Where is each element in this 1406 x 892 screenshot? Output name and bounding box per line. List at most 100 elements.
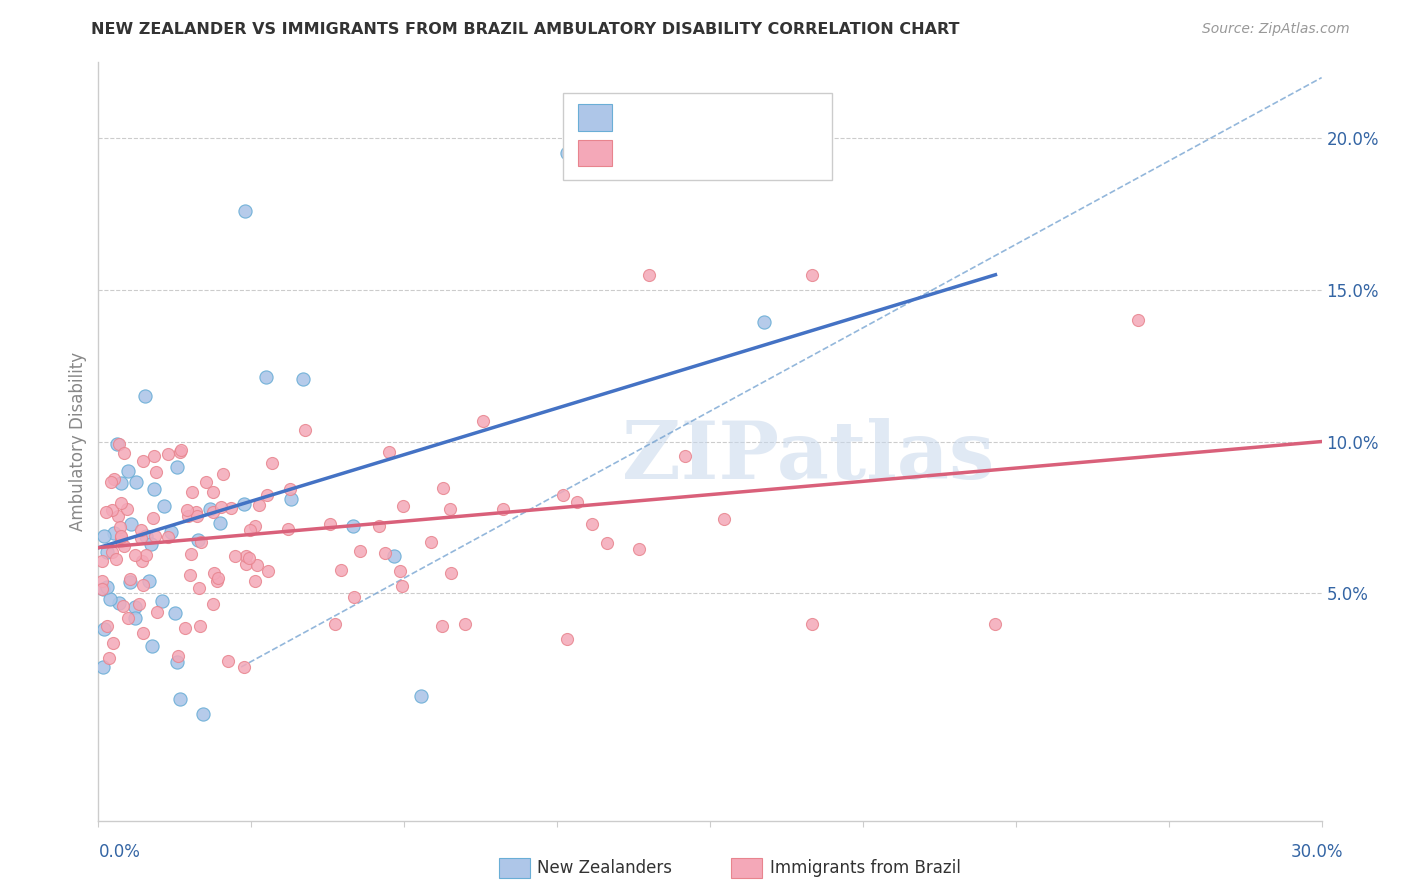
Text: 0.0%: 0.0% xyxy=(98,843,141,861)
Point xyxy=(166,649,188,664)
Point xyxy=(141,639,163,653)
Point xyxy=(128,597,150,611)
Point xyxy=(409,690,432,704)
Point xyxy=(107,595,129,609)
Point xyxy=(117,501,139,516)
Point xyxy=(186,509,208,524)
Point xyxy=(156,447,179,461)
Point xyxy=(110,520,132,534)
Point xyxy=(262,457,284,471)
Point xyxy=(207,571,229,585)
Point xyxy=(177,509,200,524)
Point xyxy=(627,542,650,557)
Point xyxy=(555,632,579,646)
Point xyxy=(112,446,135,460)
Point xyxy=(581,516,603,531)
Point xyxy=(101,636,124,650)
Point xyxy=(187,533,209,547)
Point xyxy=(235,549,257,563)
Point xyxy=(567,494,589,508)
Point xyxy=(117,611,139,625)
Point xyxy=(205,574,228,588)
Point xyxy=(277,522,299,536)
Point xyxy=(201,485,224,500)
Point xyxy=(141,511,163,525)
FancyBboxPatch shape xyxy=(578,140,612,166)
Point xyxy=(117,465,139,479)
Point xyxy=(142,449,165,463)
Point xyxy=(145,605,167,619)
Point xyxy=(132,626,155,640)
Point xyxy=(138,574,160,588)
Point xyxy=(391,579,413,593)
Point xyxy=(118,574,141,589)
Point xyxy=(139,536,162,550)
Point xyxy=(713,512,735,526)
Point xyxy=(187,581,209,595)
Point xyxy=(984,616,1007,631)
Point xyxy=(145,529,167,543)
Point xyxy=(180,547,202,561)
Point xyxy=(492,502,515,516)
Point xyxy=(256,488,278,502)
FancyBboxPatch shape xyxy=(564,93,832,180)
Point xyxy=(389,564,412,578)
Point xyxy=(180,485,202,500)
Point xyxy=(202,505,225,519)
Point xyxy=(124,611,146,625)
Text: R = 0.514   N = 44: R = 0.514 N = 44 xyxy=(624,108,794,126)
Point xyxy=(243,518,266,533)
Point xyxy=(430,619,453,633)
Point xyxy=(235,557,257,571)
Point xyxy=(221,500,243,515)
Point xyxy=(232,660,254,674)
Text: Immigrants from Brazil: Immigrants from Brazil xyxy=(770,859,962,877)
Point xyxy=(278,482,301,496)
Point xyxy=(217,654,239,668)
Point xyxy=(198,501,221,516)
Text: New Zealanders: New Zealanders xyxy=(537,859,672,877)
Point xyxy=(294,423,316,437)
Point xyxy=(208,516,231,530)
Point xyxy=(254,370,277,384)
Point xyxy=(257,564,280,578)
Point xyxy=(96,619,118,633)
Point xyxy=(169,692,191,706)
Text: Source: ZipAtlas.com: Source: ZipAtlas.com xyxy=(1202,22,1350,37)
Text: 30.0%: 30.0% xyxy=(1291,843,1343,861)
Point xyxy=(132,454,155,468)
Point xyxy=(374,546,396,560)
Point xyxy=(292,372,315,386)
Point xyxy=(391,500,413,514)
Point xyxy=(91,582,114,597)
Text: R = 0.336   N = 114: R = 0.336 N = 114 xyxy=(624,144,806,161)
Point xyxy=(110,534,132,549)
Point xyxy=(110,496,132,510)
Text: NEW ZEALANDER VS IMMIGRANTS FROM BRAZIL AMBULATORY DISABILITY CORRELATION CHART: NEW ZEALANDER VS IMMIGRANTS FROM BRAZIL … xyxy=(91,22,960,37)
Point xyxy=(754,315,776,329)
Point xyxy=(96,545,118,559)
Point xyxy=(91,574,114,588)
Point xyxy=(377,445,399,459)
Point xyxy=(103,472,125,486)
Point xyxy=(96,580,118,594)
Point xyxy=(195,475,218,489)
Point xyxy=(329,563,352,577)
Point xyxy=(103,525,125,540)
Point xyxy=(245,574,267,588)
Point xyxy=(112,599,135,613)
Point xyxy=(131,523,153,537)
Point xyxy=(120,517,142,532)
Point xyxy=(1128,313,1150,327)
Point xyxy=(439,501,461,516)
Point xyxy=(160,524,183,539)
Point xyxy=(101,503,124,517)
Point xyxy=(553,488,575,502)
Point xyxy=(454,616,477,631)
Point xyxy=(114,539,136,553)
Point xyxy=(280,492,302,507)
Point xyxy=(224,549,246,563)
Point xyxy=(104,552,127,566)
Point xyxy=(238,551,260,566)
Point xyxy=(124,600,146,615)
